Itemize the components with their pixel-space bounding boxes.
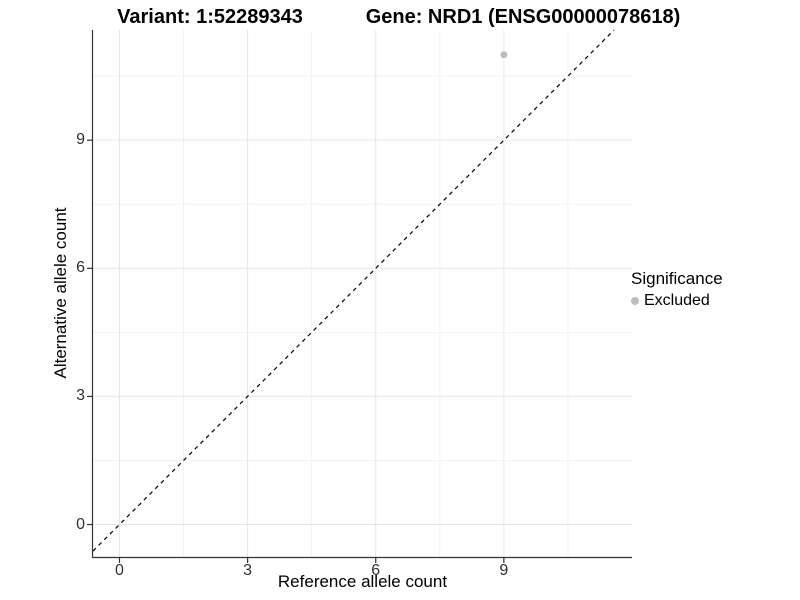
gene-title: Gene: NRD1 (ENSG00000078618)	[365, 6, 681, 28]
identity-line	[92, 29, 615, 552]
legend-title: Significance	[631, 269, 723, 288]
y-tick-label: 6	[76, 259, 85, 277]
x-tick-label: 0	[115, 562, 124, 579]
x-axis-title: Reference allele count	[277, 572, 448, 591]
legend: Significance Excluded	[631, 269, 723, 310]
y-tick-label: 0	[76, 515, 85, 533]
minor-gridlines	[93, 30, 632, 557]
y-tick-label: 9	[76, 131, 85, 149]
x-tick-label: 6	[371, 562, 381, 579]
legend-point-icon	[631, 297, 639, 305]
legend-item-label: Excluded	[644, 292, 710, 309]
data-points	[500, 51, 508, 59]
x-tick-label: 9	[499, 562, 509, 579]
data-point	[500, 51, 508, 59]
axis-lines	[91, 30, 632, 559]
legend-item: Excluded	[631, 292, 723, 310]
variant-title: Variant: 1:52289343	[117, 6, 303, 28]
y-tick-label: 3	[76, 387, 85, 405]
identity-reference-line	[92, 29, 615, 552]
major-gridlines	[93, 30, 632, 557]
axis-tick-marks	[87, 139, 505, 563]
x-tick-label: 3	[243, 562, 253, 579]
y-axis-title: Alternative allele count	[51, 207, 70, 379]
